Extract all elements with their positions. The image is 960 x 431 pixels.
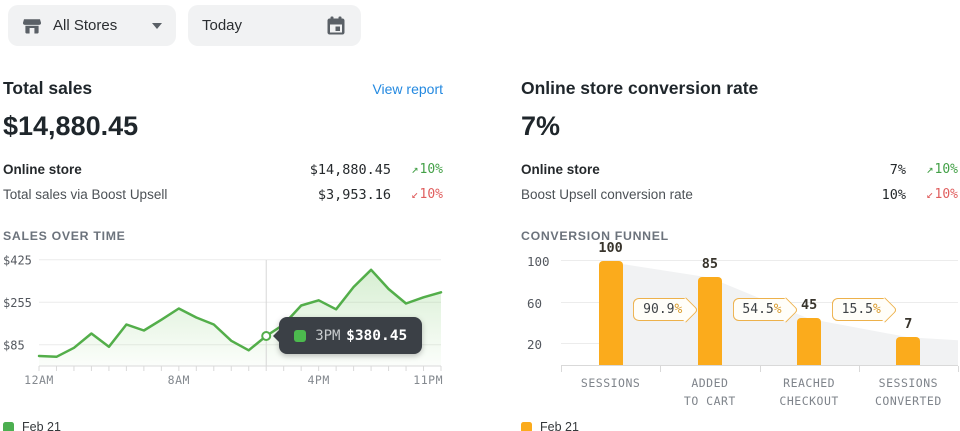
funnel-category-label: REACHED CHECKOUT (779, 376, 839, 408)
x-axis-tick (759, 366, 761, 372)
metric-row-boost-upsell-rate: Boost Upsell conversion rate 10% ↙10% (521, 182, 958, 207)
metric-row-boost-upsell: Total sales via Boost Upsell $3,953.16 ↙… (3, 182, 443, 207)
x-axis-tick (561, 366, 562, 372)
x-axis-tick (958, 366, 959, 372)
funnel-bar-value: 85 (701, 255, 719, 272)
hover-point-marker (261, 331, 272, 341)
trend-up-icon: ↗ (411, 162, 419, 176)
total-sales-title: Total sales (3, 78, 93, 98)
total-sales-card: Total sales View report $14,880.45 Onlin… (3, 78, 443, 431)
total-sales-value: $14,880.45 (3, 111, 139, 141)
conversion-funnel-chart[interactable]: 20 60 100 100 85 45 7 90.9% 54.5% 15.5% SESSIONS AD… (521, 240, 959, 408)
funnel-bar[interactable] (896, 337, 921, 365)
metric-delta: ↗10% (411, 162, 443, 177)
sales-line-series[interactable] (37, 268, 443, 359)
tooltip-value: $380.45 (346, 327, 408, 344)
y-axis-label: $85 (3, 338, 25, 352)
sales-over-time-section-title: SALES OVER TIME (3, 229, 126, 243)
funnel-category-label: SESSIONS (580, 376, 641, 390)
funnel-plot-area: 100 85 45 7 90.9% 54.5% 15.5% (561, 240, 959, 372)
x-axis-label: 8AM (168, 373, 190, 387)
store-selector-button[interactable]: All Stores (8, 5, 176, 46)
funnel-conversion-tag: 15.5% (831, 298, 886, 321)
metric-label: Boost Upsell conversion rate (521, 187, 693, 202)
x-axis-tick (858, 366, 860, 372)
legend-label: Feb 21 (540, 420, 579, 431)
funnel-bar[interactable] (598, 261, 623, 365)
metric-value: 7% (889, 161, 906, 178)
caret-down-icon (152, 22, 162, 29)
metric-label: Total sales via Boost Upsell (3, 187, 168, 202)
y-axis-label: $425 (3, 254, 32, 267)
funnel-legend: Feb 21 (521, 420, 958, 431)
trend-down-icon: ↙ (411, 187, 419, 201)
metric-value: 10% (881, 186, 906, 203)
metric-row-online-store-rate: Online store 7% ↗10% (521, 157, 958, 182)
gridline (561, 260, 958, 262)
y-axis-label: 60 (527, 295, 543, 311)
legend-label: Feb 21 (22, 420, 61, 431)
date-selector-label: Today (202, 17, 243, 34)
trend-down-icon: ↙ (926, 187, 934, 201)
funnel-category-label: ADDED TO CART (683, 376, 736, 408)
funnel-category-label: SESSIONS CONVERTED (874, 376, 942, 408)
y-axis-label: $255 (3, 296, 32, 310)
metric-delta: ↙10% (411, 187, 443, 202)
funnel-bar-value: 7 (904, 316, 913, 332)
date-selector-button[interactable]: Today (188, 5, 361, 46)
x-axis-label: 11PM (413, 373, 443, 387)
funnel-bar-value: 100 (598, 240, 623, 257)
sales-over-time-chart[interactable]: $85 $255 $425 12AM 8AM 4PM 11PM 3PM $380.45 (3, 253, 443, 394)
funnel-bar-value: 45 (800, 297, 818, 314)
metric-row-online-store: Online store $14,880.45 ↗10% (3, 157, 443, 182)
metric-label: Online store (521, 162, 600, 177)
metric-delta: ↗10% (926, 162, 958, 177)
metric-value: $14,880.45 (309, 161, 391, 178)
legend-swatch (521, 421, 532, 431)
funnel-category-labels: SESSIONS ADDED TO CART REACHED CHECKOUT SESSI… (561, 375, 958, 411)
storefront-icon (22, 16, 42, 36)
funnel-conversion-tag: 90.9% (633, 298, 688, 321)
sales-legend: Feb 21 (3, 420, 443, 431)
cards-grid: Total sales View report $14,880.45 Onlin… (0, 78, 960, 431)
view-report-link[interactable]: View report (372, 81, 443, 97)
chart-tooltip: 3PM $380.45 (273, 317, 423, 354)
y-axis-label: 20 (527, 337, 543, 353)
funnel-bar[interactable] (797, 318, 822, 365)
metric-value: $3,953.16 (317, 186, 391, 203)
toolbar: All Stores Today (0, 0, 960, 46)
metric-delta: ↙10% (926, 187, 958, 202)
legend-swatch (3, 421, 14, 431)
funnel-bar[interactable] (697, 276, 722, 365)
x-axis-label: 12AM (24, 373, 54, 387)
conversion-rate-title: Online store conversion rate (521, 78, 759, 98)
conversion-funnel-section-title: CONVERSION FUNNEL (521, 229, 669, 243)
x-axis-tick (660, 366, 662, 372)
funnel-conversion-tag: 54.5% (732, 298, 787, 321)
metric-label: Online store (3, 162, 82, 177)
y-axis-label: 100 (527, 254, 550, 270)
conversion-rate-card: Online store conversion rate 7% Online s… (521, 78, 959, 431)
conversion-rate-value: 7% (521, 111, 561, 141)
calendar-icon (325, 15, 347, 37)
x-axis-label: 4PM (308, 373, 330, 387)
trend-up-icon: ↗ (926, 162, 934, 176)
store-selector-label: All Stores (53, 17, 118, 34)
tooltip-series-swatch (294, 329, 307, 342)
tooltip-time: 3PM (315, 327, 341, 344)
